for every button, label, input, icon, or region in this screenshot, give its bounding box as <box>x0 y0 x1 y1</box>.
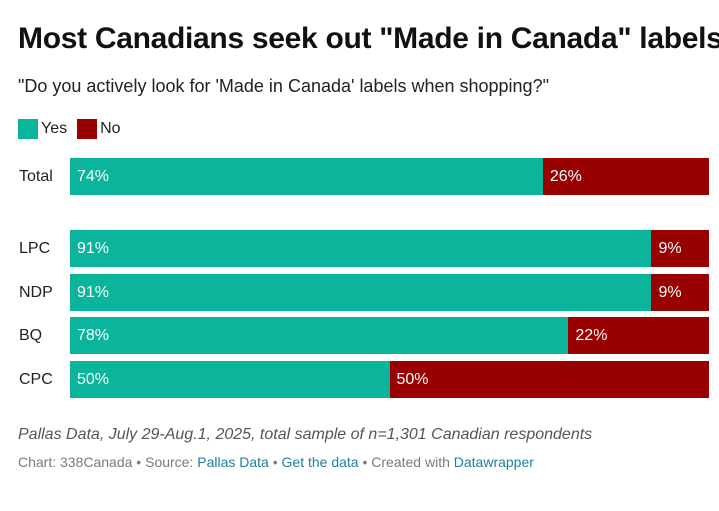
bar-ndp-yes: 91% <box>70 274 652 311</box>
category-label-lpc: LPC <box>19 240 51 257</box>
footer-separator: • <box>268 454 282 470</box>
chart-notes: Pallas Data, July 29-Aug.1, 2025, total … <box>18 426 593 443</box>
bar-total-no: 26% <box>542 158 709 195</box>
data-label: 50% <box>77 371 110 388</box>
category-label-total: Total <box>19 168 53 185</box>
bar-row-lpc: 91% 9% <box>70 230 709 267</box>
bar-lpc-yes: 91% <box>70 230 652 267</box>
data-label: 9% <box>658 240 682 257</box>
data-label: 91% <box>77 284 110 301</box>
get-data-link[interactable]: Get the data <box>281 454 359 470</box>
legend-label-no: No <box>100 120 121 137</box>
data-label: 91% <box>77 240 110 257</box>
bar-row-total: 74% 26% <box>70 158 709 195</box>
data-label: 74% <box>77 168 110 185</box>
created-with-prefix: Created with <box>371 454 454 470</box>
data-label: 50% <box>396 371 429 388</box>
bar-cpc-no: 50% <box>389 361 709 398</box>
footer-separator: • <box>132 454 146 470</box>
data-label: 26% <box>549 168 582 185</box>
category-label-bq: BQ <box>19 327 43 344</box>
category-label-ndp: NDP <box>19 284 53 301</box>
bar-bq-no: 22% <box>568 317 709 354</box>
source-link[interactable]: Pallas Data <box>197 454 269 470</box>
legend-item-no: No <box>77 119 121 139</box>
category-label-cpc: CPC <box>19 371 53 388</box>
bar-cpc-yes: 50% <box>70 361 390 398</box>
chart-credit: Chart: 338Canada <box>18 454 133 470</box>
legend: Yes No <box>18 119 131 139</box>
chart-title: Most Canadians seek out "Made in Canada"… <box>18 22 719 55</box>
legend-label-yes: Yes <box>41 120 68 137</box>
data-label: 78% <box>77 327 110 344</box>
bar-total-yes: 74% <box>70 158 543 195</box>
bar-bq-yes: 78% <box>70 317 569 354</box>
source-prefix: Source: <box>145 454 198 470</box>
data-label: 22% <box>575 327 608 344</box>
chart-subtitle: "Do you actively look for 'Made in Canad… <box>18 76 549 96</box>
chart-footer: Chart: 338Canada • Source: Pallas Data •… <box>18 454 534 470</box>
bar-lpc-no: 9% <box>651 230 709 267</box>
bar-row-bq: 78% 22% <box>70 317 709 354</box>
data-label: 9% <box>658 284 682 301</box>
legend-swatch-yes <box>18 119 38 139</box>
bar-ndp-no: 9% <box>651 274 709 311</box>
footer-separator: • <box>358 454 372 470</box>
legend-item-yes: Yes <box>18 119 67 139</box>
bar-row-ndp: 91% 9% <box>70 274 709 311</box>
bar-row-cpc: 50% 50% <box>70 361 709 398</box>
legend-swatch-no <box>77 119 98 139</box>
datawrapper-link[interactable]: Datawrapper <box>453 454 534 470</box>
